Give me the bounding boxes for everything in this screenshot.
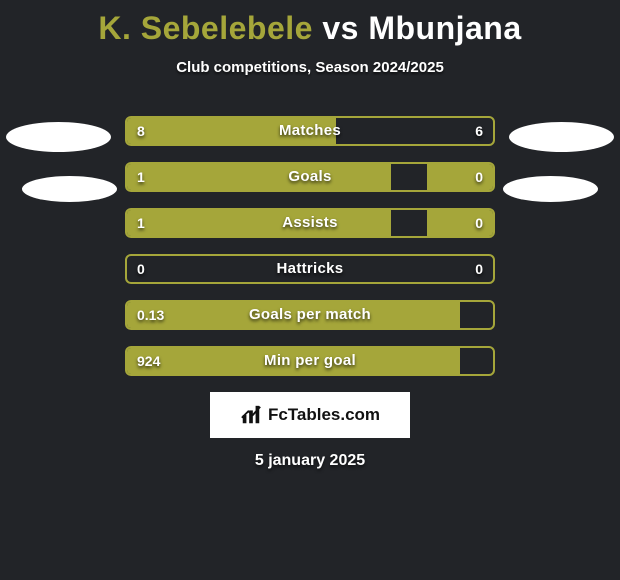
stat-label: Min per goal — [127, 348, 493, 374]
player2-name: Mbunjana — [368, 10, 521, 46]
stat-label: Goals per match — [127, 302, 493, 328]
stat-value-left: 0.13 — [137, 302, 164, 328]
stat-label: Matches — [127, 118, 493, 144]
brand-icon — [240, 404, 262, 426]
avatar-placeholder-left-1 — [6, 122, 111, 152]
stat-label: Assists — [127, 210, 493, 236]
stat-value-right: 6 — [475, 118, 483, 144]
stat-row: Matches8 6 — [125, 116, 495, 146]
player1-name: K. Sebelebele — [98, 10, 313, 46]
stat-value-left: 924 — [137, 348, 160, 374]
stat-value-right: 0 — [475, 164, 483, 190]
stats-container: Matches86Goals10Assists10Hattricks00Goal… — [125, 116, 495, 376]
stat-value-left: 0 — [137, 256, 145, 282]
stat-row: Hattricks0 0 — [125, 254, 495, 284]
avatar-placeholder-right-1 — [509, 122, 614, 152]
stat-row: Assists1 0 — [125, 208, 495, 238]
avatar-placeholder-right-2 — [503, 176, 598, 202]
stat-row: Goals per match0.13 — [125, 300, 495, 330]
stat-value-right: 0 — [475, 256, 483, 282]
stat-value-left: 1 — [137, 210, 145, 236]
title-vs: vs — [322, 10, 359, 46]
stat-value-left: 8 — [137, 118, 145, 144]
stat-row: Goals1 0 — [125, 162, 495, 192]
page-title: K. Sebelebele vs Mbunjana — [0, 0, 620, 47]
stat-label: Hattricks — [127, 256, 493, 282]
stat-row: Min per goal924 — [125, 346, 495, 376]
date-label: 5 january 2025 — [0, 452, 620, 470]
subtitle: Club competitions, Season 2024/2025 — [0, 59, 620, 76]
brand-badge: FcTables.com — [210, 392, 410, 438]
avatar-placeholder-left-2 — [22, 176, 117, 202]
stat-value-left: 1 — [137, 164, 145, 190]
stat-value-right: 0 — [475, 210, 483, 236]
brand-label: FcTables.com — [268, 405, 380, 425]
stat-label: Goals — [127, 164, 493, 190]
